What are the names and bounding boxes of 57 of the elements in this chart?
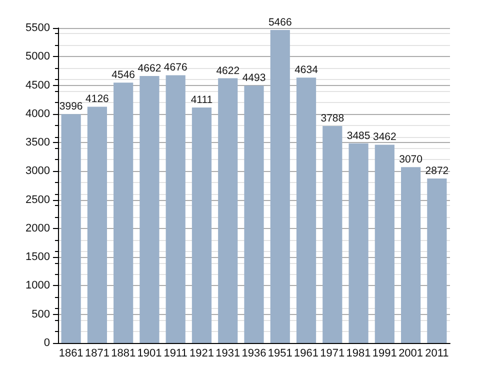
data-label: 4546 [112,69,136,82]
bar [427,178,447,343]
bar [140,76,160,343]
data-label: 5466 [268,16,292,28]
y-tick-label: 4500 [26,79,50,92]
bar [114,82,134,343]
y-tick-label: 500 [32,308,50,320]
y-tick-label: 4000 [26,108,50,120]
y-tick-label: 0 [44,337,50,349]
y-tick-label: 1000 [26,280,50,292]
y-tick-label: 2500 [26,194,50,206]
bar [348,143,368,343]
x-tick-label: 1981 [346,348,371,360]
data-label: 3788 [320,112,344,125]
x-tick-label: 1951 [268,348,292,360]
bar [374,144,394,343]
y-tick-label: 3500 [26,136,50,149]
data-label: 4111 [190,94,213,106]
y-tick-label: 1500 [26,251,50,264]
data-label: 3462 [372,131,397,144]
x-tick-label: 1931 [216,348,240,360]
x-tick-label: 1911 [164,348,188,360]
x-tick-label: 1971 [320,348,345,360]
x-tick-label: 1901 [137,348,162,360]
data-label: 4126 [86,93,110,106]
x-tick-label: 1881 [111,348,136,360]
x-tick-label: 1991 [372,348,397,360]
data-label: 4622 [216,64,240,77]
x-tick-label: 2011 [425,348,449,360]
bar [244,86,264,343]
data-label: 4634 [294,64,318,76]
y-tick-label: 5500 [26,22,50,34]
y-tick-label: 3000 [26,165,50,178]
data-label: 3070 [399,154,423,166]
data-label: 3485 [346,130,370,142]
data-label: 4676 [164,62,188,74]
data-label: 4493 [242,72,266,84]
bar [61,114,81,343]
data-label: 4662 [138,62,162,74]
bar [322,126,342,343]
x-tick-label: 1921 [189,348,214,360]
x-tick-label: 1961 [294,348,319,360]
bar [401,167,421,343]
x-tick-label: 1871 [84,348,110,360]
bar [270,30,290,343]
data-label: 3996 [59,100,83,113]
bar [218,78,238,343]
bar [296,78,316,343]
bar [87,106,107,343]
x-tick-label: 1936 [242,348,266,360]
y-tick-label: 2000 [26,222,50,234]
bar [192,108,212,343]
x-tick-label: 2001 [398,348,424,360]
x-tick-label: 1861 [58,348,84,360]
y-tick-label: 5000 [26,50,50,63]
bar [166,75,186,343]
data-label: 2872 [425,165,449,178]
